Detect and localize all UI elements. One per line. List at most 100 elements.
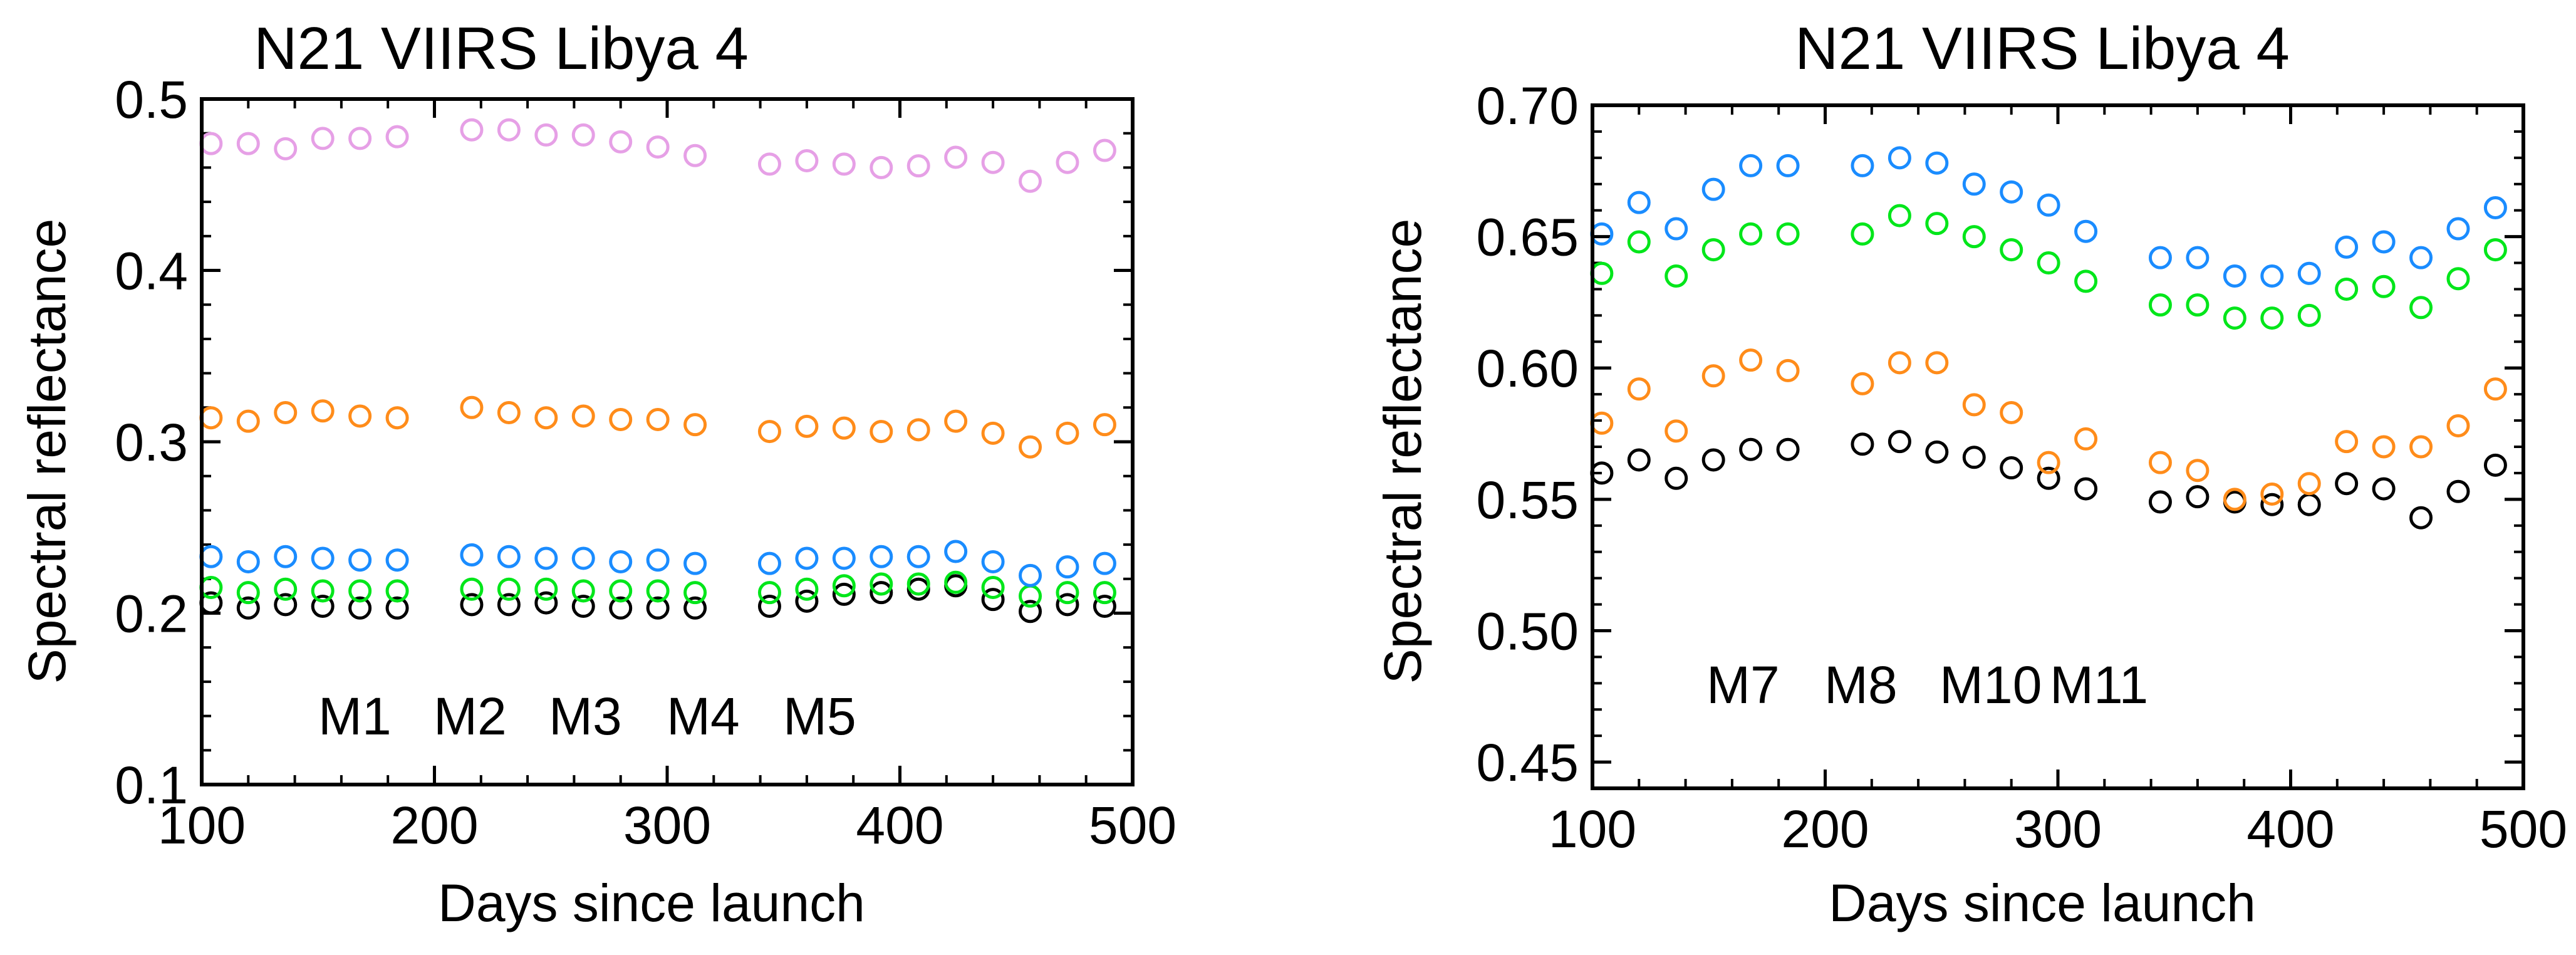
legend-item-m7: M7 [1706,655,1780,714]
legend: M7 M8 M10 M11 [1706,655,2148,714]
point-m2 [497,577,521,601]
y-axis-label: Spectral reflectance [1373,219,1432,684]
point-m3 [1056,555,1079,579]
point-m8 [2260,306,2284,330]
point-m8 [2372,274,2396,298]
x-tick-label: 200 [390,796,478,855]
y-tick-label: 0.65 [1477,208,1579,267]
point-m3 [795,546,819,570]
point-m3 [981,550,1005,573]
point-m10 [2335,235,2359,259]
x-axis-label: Days since launch [1829,874,2256,932]
point-m5 [683,144,707,167]
point-m3 [1093,551,1116,575]
point-m8 [1701,238,1725,262]
point-m3 [274,545,298,568]
point-m7 [2186,485,2210,509]
point-m10 [1701,177,1725,201]
point-m8 [2148,293,2172,317]
point-m10 [2148,246,2172,269]
point-m4 [497,401,521,425]
point-m5 [944,145,968,169]
point-m1 [460,593,484,617]
point-m11 [1925,351,1949,375]
point-m5 [646,135,670,159]
point-m7 [2037,466,2060,490]
point-m4 [1019,435,1042,459]
point-m3 [944,540,968,563]
point-m4 [646,407,670,431]
point-m11 [2074,427,2098,451]
point-m11 [1851,372,1874,395]
point-m10 [1627,190,1651,214]
x-tick-label: 100 [1549,800,1636,858]
point-m5 [870,155,893,179]
point-m8 [2037,251,2060,275]
point-m7 [1776,437,1800,461]
point-m8 [1739,222,1763,246]
point-m1 [348,596,372,620]
point-m11 [1776,358,1800,382]
point-m11 [2372,435,2396,459]
point-m3 [757,551,781,575]
point-m11 [2446,414,2470,437]
point-m1 [274,593,298,617]
x-tick-label: 300 [623,796,711,855]
point-m8 [1851,222,1874,246]
point-m5 [1093,138,1116,162]
point-m1 [981,588,1005,612]
point-m3 [460,543,484,567]
legend-item-m5: M5 [783,687,856,746]
point-m2 [1093,581,1116,605]
point-m2 [683,581,707,605]
x-tick-label: 200 [1781,800,1869,858]
point-m7 [2260,493,2284,516]
legend-item-m2: M2 [434,687,507,746]
point-m8 [2000,238,2023,262]
point-m8 [1776,222,1800,246]
chart-right: N21 VIIRS Libya 4 Spectral reflectance D… [1373,15,2567,932]
point-m2 [795,577,819,601]
point-m11 [2483,377,2507,401]
point-m10 [2297,261,2321,285]
legend-item-m3: M3 [549,687,622,746]
point-m5 [571,123,595,147]
point-m10 [2260,264,2284,288]
point-m4 [1093,413,1116,437]
chart-left: N21 VIIRS Libya 4 Spectral reflectance D… [18,15,1176,932]
point-m10 [1962,172,1986,196]
point-m10 [1851,154,1874,177]
point-m7 [1925,440,1949,464]
point-m10 [2409,246,2433,269]
point-m8 [1627,230,1651,254]
point-m8 [1590,261,1614,285]
point-m4 [571,404,595,428]
point-m7 [2000,456,2023,480]
point-m4 [906,418,930,442]
y-tick-label: 0.50 [1477,602,1579,660]
point-m2 [385,579,409,603]
point-m1 [683,596,707,620]
legend-item-m1: M1 [318,687,392,746]
point-m8 [2409,296,2433,320]
point-m8 [2074,269,2098,293]
point-m5 [311,127,335,150]
point-m2 [906,572,930,596]
point-m2 [348,579,372,603]
point-m10 [1776,154,1800,177]
point-m4 [981,421,1005,445]
point-m3 [1019,563,1042,587]
point-m5 [609,130,633,154]
point-m3 [534,546,558,570]
point-m3 [497,545,521,568]
point-m3 [199,545,223,568]
point-m1 [1093,595,1116,618]
point-m2 [199,575,223,599]
point-m1 [497,593,521,617]
point-m3 [646,548,670,572]
point-m4 [795,414,819,438]
point-m1 [311,595,335,618]
point-m5 [1056,150,1079,174]
point-m1 [534,591,558,615]
